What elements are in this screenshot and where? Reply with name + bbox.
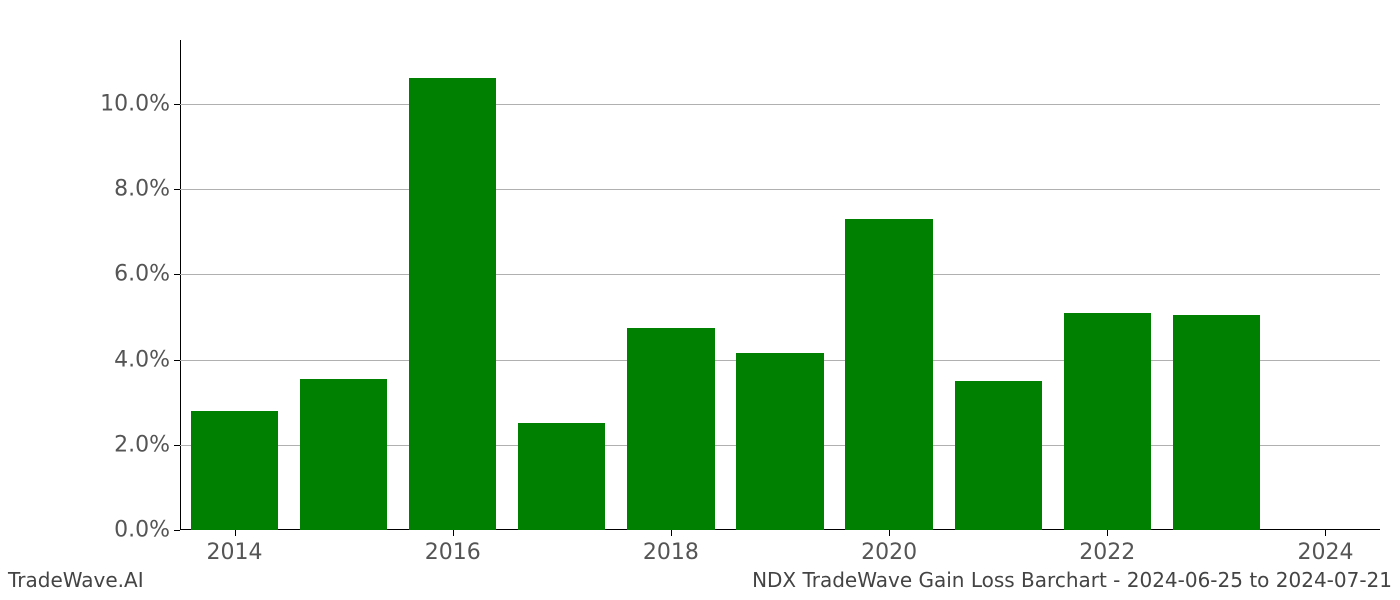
x-tick-mark <box>1107 530 1108 536</box>
bar <box>300 379 387 530</box>
bar <box>409 78 496 530</box>
y-gridline <box>180 274 1380 275</box>
y-tick-label: 10.0% <box>100 91 170 116</box>
bar <box>845 219 932 530</box>
x-tick-mark <box>1325 530 1326 536</box>
y-gridline <box>180 104 1380 105</box>
chart-plot-area <box>180 40 1380 530</box>
y-tick-mark <box>174 360 180 361</box>
footer-brand: TradeWave.AI <box>8 568 144 592</box>
x-tick-mark <box>235 530 236 536</box>
y-tick-label: 4.0% <box>114 347 170 372</box>
bar <box>518 423 605 530</box>
x-tick-mark <box>671 530 672 536</box>
y-tick-label: 6.0% <box>114 262 170 287</box>
x-tick-label: 2016 <box>425 540 481 565</box>
bar <box>191 411 278 530</box>
x-tick-mark <box>453 530 454 536</box>
y-tick-mark <box>174 104 180 105</box>
y-tick-label: 2.0% <box>114 432 170 457</box>
x-tick-mark <box>889 530 890 536</box>
x-tick-label: 2014 <box>207 540 263 565</box>
bar <box>627 328 714 530</box>
y-axis-line <box>180 40 181 530</box>
bar <box>1173 315 1260 530</box>
bar <box>736 353 823 530</box>
x-tick-label: 2022 <box>1079 540 1135 565</box>
footer-caption: NDX TradeWave Gain Loss Barchart - 2024-… <box>752 568 1392 592</box>
y-tick-label: 0.0% <box>114 518 170 543</box>
y-tick-label: 8.0% <box>114 177 170 202</box>
y-tick-mark <box>174 445 180 446</box>
y-gridline <box>180 189 1380 190</box>
bar <box>955 381 1042 530</box>
y-tick-mark <box>174 274 180 275</box>
plot-region <box>180 40 1380 530</box>
y-tick-mark <box>174 530 180 531</box>
x-tick-label: 2020 <box>861 540 917 565</box>
bar <box>1064 313 1151 530</box>
y-tick-mark <box>174 189 180 190</box>
x-tick-label: 2018 <box>643 540 699 565</box>
x-tick-label: 2024 <box>1297 540 1353 565</box>
